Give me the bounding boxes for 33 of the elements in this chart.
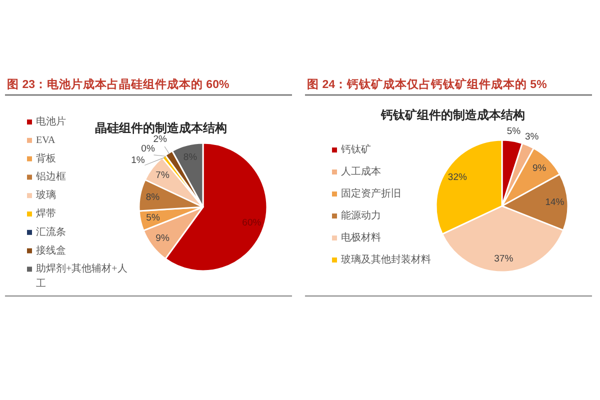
data-label: 9% <box>156 232 170 244</box>
legend-label: 焊带 <box>36 208 56 220</box>
legend-label: 固定资产折旧 <box>341 188 401 200</box>
legend-label: 钙钛矿 <box>340 144 371 156</box>
legend-label: 能源动力 <box>341 210 381 222</box>
data-label: 8% <box>146 192 160 203</box>
data-label: 5% <box>506 126 521 138</box>
chart-subtitle: 晶硅组件的制造成本结构 <box>95 121 227 135</box>
legend-label: 汇流条 <box>36 226 66 238</box>
chart-title: 图 23：电池片成本占晶硅组件成本的 60% <box>7 77 230 91</box>
legend-label: 铝边框 <box>35 170 66 183</box>
legend-label: 玻璃 <box>36 189 56 202</box>
data-label: 60% <box>242 217 262 228</box>
legend-label: 助焊剂+其他辅材+人工 <box>36 262 128 290</box>
legend-label: 人工成本 <box>341 166 381 178</box>
legend-label: 电极材料 <box>341 232 381 244</box>
data-label: 14% <box>545 197 564 208</box>
data-label: 1% <box>131 154 145 166</box>
data-label: 0% <box>141 143 155 154</box>
legend-label: EVA <box>36 134 56 146</box>
data-label: 7% <box>156 170 170 182</box>
data-label: 32% <box>448 172 467 184</box>
chart-title: 图 24：钙钛矿成本仅占钙钛矿组件成本的 5% <box>307 77 547 91</box>
legend-label: 背板 <box>36 152 56 164</box>
data-label: 5% <box>146 212 160 224</box>
data-label: 3% <box>525 131 539 142</box>
data-label: 9% <box>532 163 546 174</box>
legend-label: 接线盒 <box>36 244 66 256</box>
data-label: 37% <box>494 253 514 264</box>
data-label: 2% <box>153 134 167 145</box>
legend-label: 电池片 <box>36 116 66 128</box>
legend-label: 玻璃及其他封装材料 <box>341 254 431 266</box>
chart-subtitle: 钙钛矿组件的制造成本结构 <box>380 108 525 122</box>
